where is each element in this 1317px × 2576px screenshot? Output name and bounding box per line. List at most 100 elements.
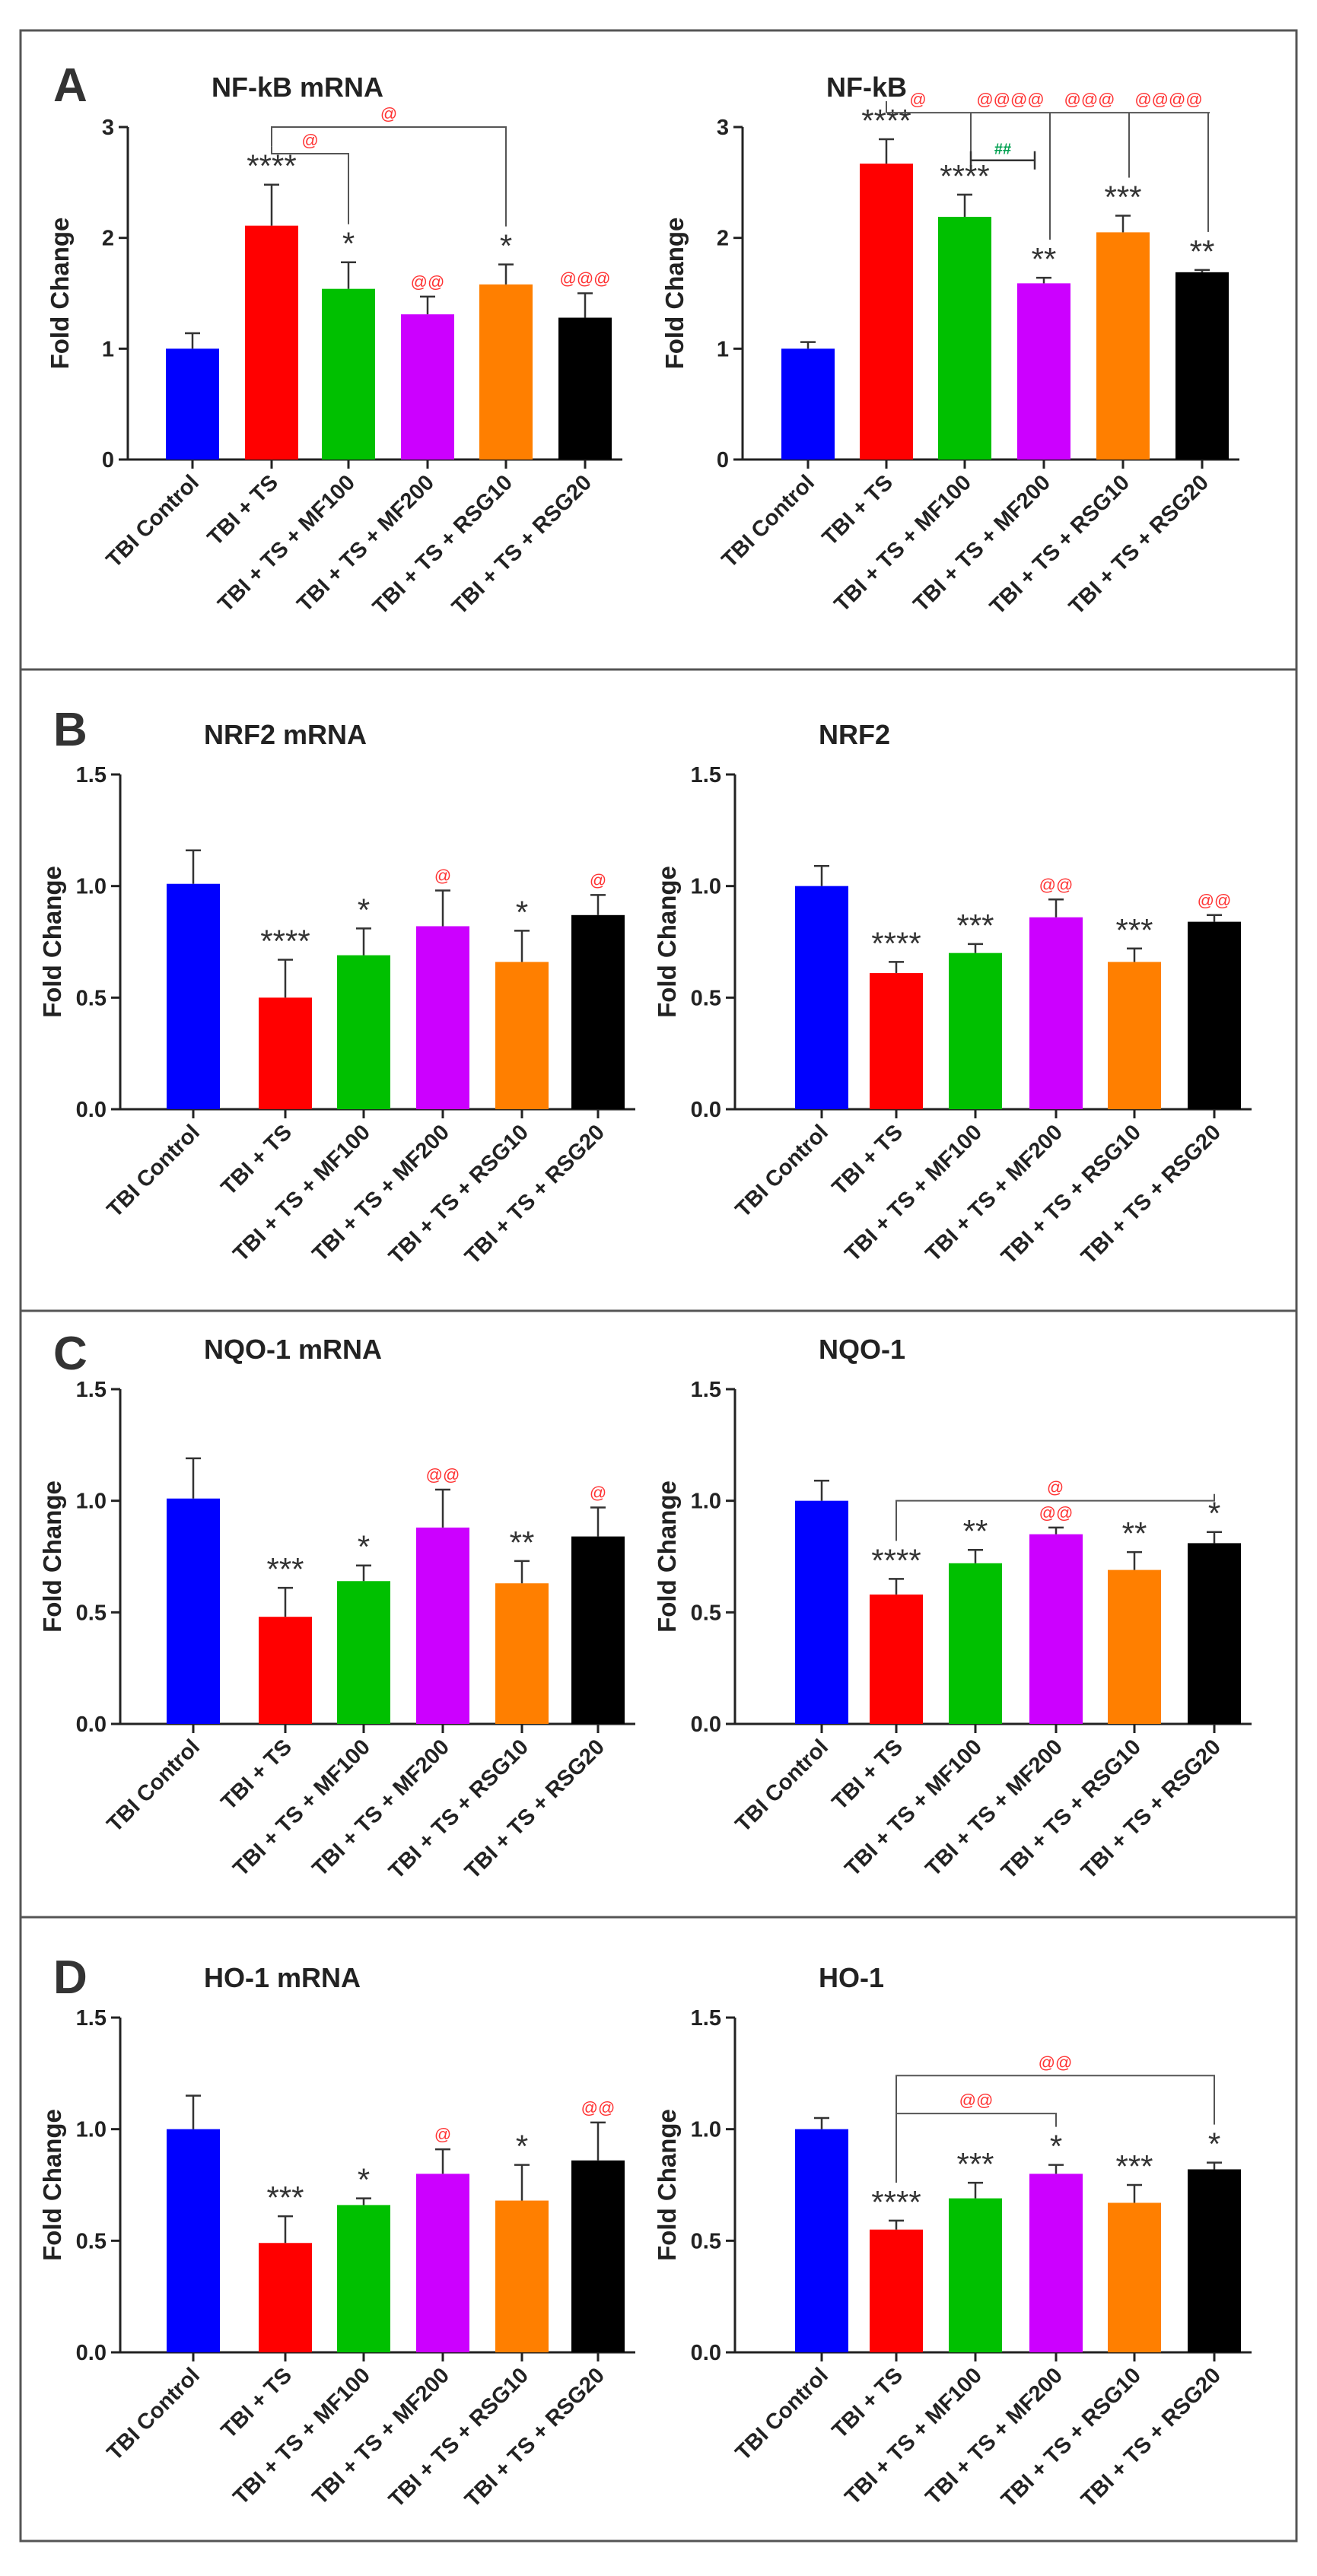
significance-stars: ** bbox=[1122, 1515, 1147, 1551]
x-tick-label: TBI + TS + RSG20 bbox=[460, 1120, 609, 1269]
bracket-label: @@ bbox=[959, 2091, 994, 2110]
bar-3 bbox=[337, 1581, 390, 1724]
significance-stars: * bbox=[358, 1529, 370, 1565]
chart-3: NRF2 mRNA Fold Change 0.0 0.5 1.0 1.5 TBI Cont… bbox=[38, 719, 635, 1269]
y-tick-label: 0.5 bbox=[691, 2229, 721, 2253]
y-tick-label: 0.0 bbox=[76, 2341, 107, 2365]
bracket-label: @@@@ bbox=[1134, 90, 1202, 109]
significance-stars: *** bbox=[1115, 912, 1153, 948]
hash-label: ## bbox=[994, 142, 1011, 158]
x-tick-label: TBI + TS + MF200 bbox=[293, 470, 439, 616]
y-tick-label: 1.0 bbox=[76, 1490, 107, 1514]
x-tick-label: TBI + TS + MF100 bbox=[229, 2363, 375, 2509]
y-tick-label: 0.5 bbox=[691, 1601, 721, 1625]
bar-3 bbox=[337, 2205, 390, 2352]
bar-6 bbox=[1188, 2169, 1241, 2352]
bar-1 bbox=[795, 1500, 848, 1724]
x-tick-label: TBI + TS + MF200 bbox=[921, 1735, 1067, 1881]
chart-title: NF-kB bbox=[826, 72, 907, 103]
y-tick-label: 0.5 bbox=[691, 986, 721, 1010]
bar-1 bbox=[781, 348, 835, 460]
bracket-label: @ bbox=[1047, 1478, 1064, 1497]
x-tick-label: TBI + TS + MF100 bbox=[214, 470, 360, 616]
bar-6 bbox=[1188, 921, 1241, 1109]
bar-6 bbox=[571, 1536, 625, 1724]
x-tick-label: TBI + TS + RSG10 bbox=[368, 470, 517, 619]
significance-stars: * bbox=[516, 2129, 528, 2164]
x-tick-label: TBI + TS + RSG10 bbox=[997, 2363, 1146, 2512]
bar-6 bbox=[1188, 1543, 1241, 1724]
y-tick-label: 1.5 bbox=[691, 1378, 721, 1402]
significance-at: @@ bbox=[1039, 875, 1074, 894]
x-tick-label: TBI + TS + RSG10 bbox=[997, 1120, 1146, 1269]
bar-2 bbox=[860, 164, 913, 460]
bracket-label: @@ bbox=[1039, 2053, 1073, 2072]
bar-5 bbox=[1108, 962, 1161, 1109]
figure-frame bbox=[19, 29, 1298, 2543]
x-tick-label: TBI + TS + MF100 bbox=[830, 470, 976, 616]
x-tick-label: TBI + TS + RSG20 bbox=[1077, 1735, 1226, 1884]
panel-label-a: A bbox=[53, 59, 87, 112]
significance-at: @@ bbox=[1198, 891, 1232, 910]
comparison-bracket bbox=[895, 1493, 1215, 1541]
x-tick-label: TBI + TS + MF200 bbox=[308, 1120, 454, 1266]
significance-stars: * bbox=[1208, 2126, 1220, 2162]
significance-at: @ bbox=[590, 870, 606, 889]
bar-1 bbox=[167, 1498, 220, 1724]
bar-5 bbox=[1108, 2202, 1161, 2352]
bar-5 bbox=[495, 962, 549, 1109]
bracket-label: @@@@ bbox=[976, 90, 1044, 109]
y-axis-label: Fold Change bbox=[38, 1480, 66, 1633]
x-tick-label: TBI + TS + MF100 bbox=[841, 1735, 987, 1881]
significance-stars: *** bbox=[266, 2180, 304, 2215]
bar-3 bbox=[322, 288, 375, 460]
y-tick-label: 0.0 bbox=[691, 1713, 721, 1737]
significance-stars: * bbox=[342, 226, 355, 262]
comparison-bracket bbox=[895, 2075, 1215, 2183]
x-tick-label: TBI + TS bbox=[217, 1120, 297, 1200]
chart-title: NQO-1 bbox=[819, 1334, 905, 1365]
significance-stars: *** bbox=[956, 908, 994, 943]
y-tick-label: 0.5 bbox=[76, 1601, 107, 1625]
x-tick-label: TBI + TS bbox=[828, 1120, 908, 1200]
x-tick-label: TBI + TS + RSG20 bbox=[1064, 470, 1214, 619]
panel-label-c: C bbox=[53, 1328, 87, 1380]
x-tick-label: TBI + TS + MF100 bbox=[229, 1120, 375, 1266]
significance-stars: *** bbox=[1104, 180, 1141, 215]
significance-stars: *** bbox=[1115, 2148, 1153, 2184]
bracket-label: @ bbox=[380, 104, 397, 123]
bar-5 bbox=[479, 284, 533, 460]
bar-4 bbox=[1017, 283, 1070, 460]
y-tick-label: 1 bbox=[717, 337, 729, 361]
bar-3 bbox=[949, 952, 1002, 1109]
panel-label-b: B bbox=[53, 704, 87, 756]
bar-6 bbox=[1175, 272, 1229, 460]
chart-5: NQO-1 mRNA Fold Change 0.0 0.5 1.0 1.5 TBI Con… bbox=[38, 1334, 635, 1884]
y-tick-label: 1.0 bbox=[691, 2118, 721, 2142]
bar-5 bbox=[495, 2200, 549, 2352]
significance-stars: ** bbox=[1032, 241, 1057, 277]
y-tick-label: 2 bbox=[717, 227, 729, 251]
significance-at: @ bbox=[434, 867, 451, 886]
significance-stars: * bbox=[358, 892, 370, 927]
comparison-bracket bbox=[271, 126, 507, 227]
x-tick-label: TBI Control bbox=[731, 1120, 833, 1222]
bracket-label: @@@ bbox=[1064, 90, 1115, 109]
bar-3 bbox=[337, 955, 390, 1109]
bar-4 bbox=[416, 2174, 469, 2352]
x-tick-label: TBI + TS + RSG10 bbox=[997, 1735, 1146, 1884]
x-tick-label: TBI + TS + RSG10 bbox=[384, 1735, 533, 1884]
bar-4 bbox=[1029, 1534, 1083, 1724]
y-tick-label: 0.0 bbox=[76, 1713, 107, 1737]
bar-1 bbox=[795, 886, 848, 1109]
significance-stars: ** bbox=[510, 1525, 535, 1560]
comparison-bracket bbox=[271, 146, 349, 224]
y-tick-label: 3 bbox=[102, 116, 114, 140]
x-tick-label: TBI + TS + RSG10 bbox=[384, 2363, 533, 2512]
y-tick-label: 0.0 bbox=[691, 2341, 721, 2365]
panel-label-d: D bbox=[53, 1951, 87, 2004]
